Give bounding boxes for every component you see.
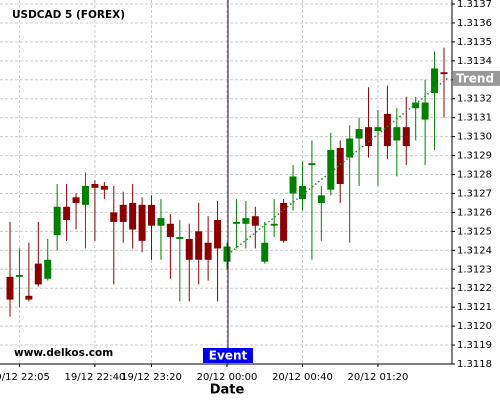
candle-body: [223, 246, 231, 262]
candle-body: [72, 197, 80, 203]
candle-body: [308, 163, 316, 166]
x-tick-label: 19/12 23:20: [121, 372, 182, 383]
y-tick-label: 1.3124: [457, 245, 492, 256]
candle-body: [129, 202, 137, 230]
candle-body: [44, 259, 52, 279]
x-tick-label: 19/12 22:40: [64, 372, 125, 383]
candle-body: [6, 276, 14, 300]
y-tick-label: 1.3120: [457, 321, 492, 332]
candle-body: [393, 127, 401, 141]
candle-body: [421, 102, 429, 120]
candle-body: [440, 72, 448, 75]
x-tick-label: 20/12 00:00: [197, 372, 258, 383]
candle-body: [148, 204, 156, 226]
x-tick-label: 19/12 22:05: [0, 372, 50, 383]
candle-body: [34, 263, 42, 285]
y-tick-label: 1.3135: [457, 37, 492, 48]
candle-body: [157, 218, 165, 226]
candle-body: [119, 204, 127, 222]
candle-body: [25, 295, 33, 300]
grid: [0, 0, 452, 365]
candle-body: [317, 195, 325, 203]
y-tick-label: 1.3137: [457, 0, 492, 10]
y-tick-label: 1.3128: [457, 170, 492, 181]
candle-body: [251, 216, 259, 226]
candle-body: [336, 148, 344, 184]
candle-body: [431, 68, 439, 94]
y-tick-label: 1.3127: [457, 188, 492, 199]
candle-body: [327, 149, 335, 190]
candle-body: [402, 127, 410, 147]
candle-body: [412, 102, 420, 109]
candle-body: [346, 138, 354, 158]
candle-body: [242, 218, 250, 224]
y-tick-label: 1.3134: [457, 56, 492, 67]
candle-body: [81, 185, 89, 205]
y-tick-label: 1.3129: [457, 151, 492, 162]
y-tick-label: 1.3131: [457, 113, 492, 124]
candle-body: [232, 221, 240, 224]
candle-body: [261, 242, 269, 262]
x-tick-label: 20/12 00:40: [272, 372, 333, 383]
y-tick-label: 1.3118: [457, 359, 492, 370]
y-tick-label: 1.3125: [457, 226, 492, 237]
candle-body: [280, 202, 288, 241]
candle-body: [204, 242, 212, 260]
candle-body: [214, 220, 222, 249]
candle-body: [110, 212, 118, 222]
candle-body: [176, 237, 184, 239]
candle-body: [100, 185, 108, 190]
event-label: Event: [209, 349, 248, 363]
candle-body: [166, 223, 174, 238]
trend-label-box: [453, 70, 500, 86]
y-tick-label: 1.3119: [457, 340, 492, 351]
trend-label: Trend: [456, 71, 494, 85]
candle-body: [383, 113, 391, 147]
candle-body: [298, 185, 306, 200]
candle-body: [355, 129, 363, 139]
event-label-box: [203, 348, 253, 363]
candle-body: [138, 204, 146, 241]
candle-body: [53, 206, 61, 236]
chart-title: USDCAD 5 (FOREX): [12, 9, 125, 21]
candle-body: [63, 206, 71, 220]
watermark: www.delkos.com: [14, 347, 113, 359]
candle-body: [374, 127, 382, 131]
y-tick-label: 1.3121: [457, 302, 492, 313]
y-tick-label: 1.3126: [457, 207, 492, 218]
candle-body: [270, 223, 278, 226]
candle-body: [365, 127, 373, 147]
x-tick-label: 20/12 01:20: [348, 372, 409, 383]
x-axis-label: Date: [210, 383, 245, 398]
candle-body: [195, 231, 203, 260]
y-tick-label: 1.3130: [457, 132, 492, 143]
y-tick-label: 1.3136: [457, 18, 492, 29]
candle-body: [185, 238, 193, 260]
candle-body: [91, 184, 99, 188]
y-tick-label: 1.3123: [457, 264, 492, 275]
y-tick-label: 1.3132: [457, 94, 492, 105]
y-tick-label: 1.3122: [457, 283, 492, 294]
candle-body: [289, 176, 297, 194]
candle-body: [15, 274, 23, 277]
marks: [6, 0, 449, 364]
